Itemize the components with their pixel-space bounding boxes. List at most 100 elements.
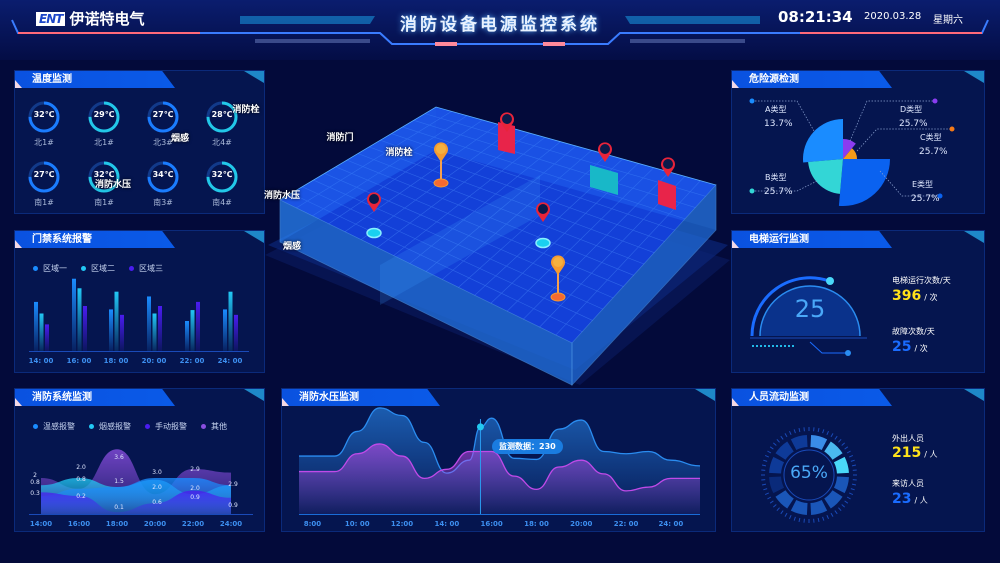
floor-grid-line <box>312 115 468 217</box>
leader-line <box>879 170 940 197</box>
ring-segment <box>824 490 843 509</box>
tick-mark <box>844 500 849 504</box>
bar-区域三 <box>83 306 87 351</box>
data-label: 0.8 <box>30 479 40 486</box>
tick-mark <box>798 427 801 433</box>
data-label: 2 <box>33 472 37 479</box>
data-label: 0.9 <box>228 502 238 509</box>
bar-区域三 <box>158 306 162 351</box>
pressure-icon <box>538 204 548 214</box>
bar-区域三 <box>45 324 49 351</box>
runs-label: 电梯运行次数/天 <box>892 276 951 285</box>
gauge-ring <box>147 161 179 193</box>
clock-time: 08:21:34 <box>778 8 853 26</box>
x-tick-label: 24: 00 <box>218 357 243 365</box>
fault-value: 25/ 次 <box>892 339 928 355</box>
marker-ring <box>366 227 382 239</box>
x-tick-label: 14: 00 <box>29 357 54 365</box>
floor-grid-line <box>458 154 608 288</box>
people-ring-gauge <box>761 427 857 523</box>
bar-区域三 <box>196 301 200 351</box>
tick-mark <box>776 438 780 443</box>
gauge-ring <box>28 161 60 193</box>
legend-label: 手动报警 <box>155 422 187 431</box>
slice-percent: 25.7% <box>764 187 793 197</box>
tick-mark <box>838 507 842 512</box>
header-decoration <box>11 16 989 46</box>
visit-number: 23 <box>892 491 912 507</box>
x-tick-label: 14:00 <box>30 520 52 528</box>
leader-dot <box>937 193 943 199</box>
people-percent: 65% <box>790 463 828 483</box>
floor-grid-line <box>506 167 654 312</box>
pie-slice <box>808 159 843 194</box>
tick-mark <box>848 455 854 458</box>
x-tick-label: 16:00 <box>68 520 90 528</box>
fault-number: 25 <box>892 339 912 355</box>
fire-system-panel: 消防系统监测 温感报警 烟感报警 手动报警 其他 2 0.8 0.3 2.0 0.8 0.2 3.… <box>14 388 265 532</box>
gauge-arc <box>147 101 179 133</box>
floor-grid-line <box>425 145 577 272</box>
out-label: 外出人员 <box>892 434 924 443</box>
logo-mark: ENT <box>36 11 66 26</box>
clock-weekday: 星期六 <box>933 15 963 26</box>
panel-title: 电梯运行监测 <box>732 231 892 248</box>
x-tick-label: 20: 00 <box>142 357 167 365</box>
x-tick-label: 16:00 <box>481 520 503 528</box>
out-value: 215/ 人 <box>892 445 937 461</box>
slice-name: E类型 <box>912 180 934 189</box>
bar-区域二 <box>152 313 157 351</box>
gauge-arc <box>206 161 238 193</box>
hazard-rose-pie <box>749 98 955 206</box>
legend-label: 温感报警 <box>43 422 75 431</box>
runs-value: 396/ 次 <box>892 288 937 304</box>
map-marker-label: 烟感 <box>282 242 302 252</box>
legend-item: 烟感报警 <box>89 421 131 432</box>
gauge-ring <box>88 101 120 133</box>
map-marker-label: 消防水压 <box>263 191 301 201</box>
tick-mark <box>830 512 834 517</box>
leader-dot <box>749 98 755 104</box>
leader-line <box>752 100 815 132</box>
pie-slice <box>803 119 843 163</box>
runs-number: 396 <box>892 288 922 304</box>
tick-mark <box>776 507 780 512</box>
tick-mark <box>817 427 820 433</box>
gauge-arc <box>206 101 238 133</box>
tick-mark <box>846 496 851 500</box>
data-label: 0.3 <box>30 490 40 497</box>
tick-mark <box>789 514 792 520</box>
water-pressure-panel: 消防水压监测 8:00 10: 00 12:00 14: 00 16:00 18: 00 2… <box>281 388 716 532</box>
tick-mark <box>817 517 820 523</box>
x-tick-label: 24:00 <box>220 520 242 528</box>
legend-dot <box>201 424 206 429</box>
legend-label: 区域二 <box>91 264 115 273</box>
legend-dot <box>89 424 94 429</box>
legend-item: 区域二 <box>81 263 115 274</box>
floor-grid-line <box>555 180 701 336</box>
panel-title: 温度监测 <box>15 71 175 88</box>
ring-segment <box>769 456 785 474</box>
pressure-icon <box>369 194 379 204</box>
data-label: 3.6 <box>114 454 124 461</box>
temperature-gauge: 29℃ <box>87 100 121 134</box>
unit: / 次 <box>924 293 938 302</box>
x-tick-label: 18:00 <box>106 520 128 528</box>
floor-grid-line <box>409 141 561 264</box>
legend-label: 区域三 <box>139 264 163 273</box>
bar-区域二 <box>228 291 233 351</box>
floor-grid-line <box>393 137 546 256</box>
tick-mark <box>834 435 838 440</box>
bar-区域一 <box>34 301 38 351</box>
building-3d-map <box>265 106 730 387</box>
map-marker-label: 消防门 <box>326 133 354 143</box>
chart-tooltip: 监测数据：230 <box>492 439 563 454</box>
fire-door <box>590 165 618 195</box>
hydrant-icon <box>502 114 512 124</box>
slice-percent: 25.7% <box>911 194 940 204</box>
leader-dot <box>949 126 955 132</box>
tick-mark <box>761 464 767 467</box>
tick-mark <box>850 488 855 491</box>
tick-mark <box>841 504 846 508</box>
ring-segment <box>810 435 828 451</box>
